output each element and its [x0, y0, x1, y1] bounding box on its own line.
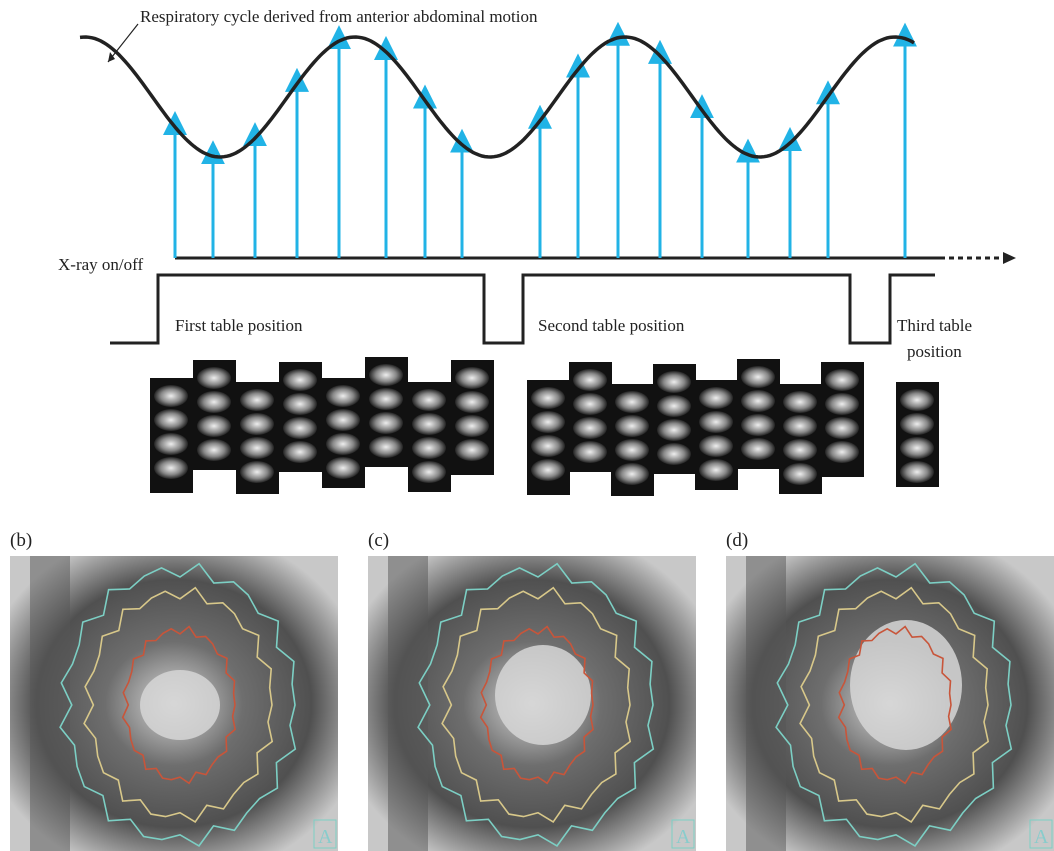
ct-slice	[657, 443, 691, 465]
ct-slice	[197, 415, 231, 437]
panel-label: (d)	[726, 530, 748, 551]
ct-slice	[825, 393, 859, 415]
ct-slice	[573, 369, 607, 391]
ct-slice	[615, 415, 649, 437]
ct-slice	[741, 390, 775, 412]
ct-slice	[783, 415, 817, 437]
panel-label: (c)	[368, 530, 389, 551]
ct-slice	[531, 435, 565, 457]
ct-slice	[825, 417, 859, 439]
ct-slice	[412, 389, 446, 411]
figure: Respiratory cycle derived from anterior …	[0, 0, 1054, 851]
ct-slice	[573, 417, 607, 439]
position-label: position	[907, 342, 962, 361]
tumor	[140, 670, 220, 740]
ct-slice	[900, 413, 934, 435]
ct-slice	[326, 457, 360, 479]
ct-slice	[412, 437, 446, 459]
ct-slice	[900, 437, 934, 459]
tumor	[850, 620, 962, 750]
ct-slice	[369, 364, 403, 386]
ct-slice	[455, 439, 489, 461]
ct-slice	[197, 391, 231, 413]
ct-slice	[369, 412, 403, 434]
ct-slice	[283, 393, 317, 415]
ct-slice	[783, 391, 817, 413]
ct-slice	[825, 369, 859, 391]
ct-slice	[741, 414, 775, 436]
ct-slice	[825, 441, 859, 463]
xray-label: X-ray on/off	[58, 255, 143, 274]
panel-label: (b)	[10, 530, 32, 551]
ct-slice	[699, 435, 733, 457]
ct-slice	[326, 409, 360, 431]
corner-label: A	[1034, 826, 1049, 848]
ct-slice	[197, 367, 231, 389]
ct-slice	[531, 411, 565, 433]
ct-slice	[154, 409, 188, 431]
ct-slice	[573, 393, 607, 415]
ct-slice	[326, 385, 360, 407]
ct-slice	[657, 419, 691, 441]
ct-slice	[412, 461, 446, 483]
ct-slice	[699, 459, 733, 481]
position-label: Third table	[897, 316, 972, 335]
ct-slice	[531, 459, 565, 481]
ct-slice	[615, 439, 649, 461]
ct-slice	[240, 413, 274, 435]
ct-slice	[154, 433, 188, 455]
ct-slice	[283, 441, 317, 463]
ct-slice	[741, 366, 775, 388]
ct-slice	[699, 387, 733, 409]
left-shadow	[746, 556, 786, 851]
ct-slice	[531, 387, 565, 409]
ct-slice	[657, 371, 691, 393]
ct-slice	[573, 441, 607, 463]
curve-label: Respiratory cycle derived from anterior …	[140, 7, 538, 26]
respiratory-diagram: Respiratory cycle derived from anterior …	[58, 7, 1016, 361]
ct-slice	[783, 439, 817, 461]
position-label: First table position	[175, 316, 303, 335]
corner-label: A	[676, 826, 691, 848]
axis-head	[1003, 252, 1016, 264]
ct-slice	[240, 389, 274, 411]
left-shadow	[30, 556, 70, 851]
tumor	[495, 645, 591, 745]
ct-slice	[900, 461, 934, 483]
ct-slice	[657, 395, 691, 417]
ct-slice	[455, 391, 489, 413]
ct-slice	[240, 437, 274, 459]
ct-slice	[412, 413, 446, 435]
ct-slice	[369, 436, 403, 458]
ct-slice	[283, 369, 317, 391]
ct-slice	[699, 411, 733, 433]
ct-slice	[455, 415, 489, 437]
ct-slice	[197, 439, 231, 461]
ct-slice	[615, 391, 649, 413]
ct-slice	[615, 463, 649, 485]
ct-slice	[154, 385, 188, 407]
ct-slice	[369, 388, 403, 410]
position-label: Second table position	[538, 316, 685, 335]
ct-slice	[900, 389, 934, 411]
left-shadow	[388, 556, 428, 851]
ct-slice	[283, 417, 317, 439]
ct-slice	[741, 438, 775, 460]
corner-label: A	[318, 826, 333, 848]
ct-slice	[326, 433, 360, 455]
ct-slice	[240, 461, 274, 483]
ct-slice	[783, 463, 817, 485]
ct-slice	[154, 457, 188, 479]
ct-slice	[455, 367, 489, 389]
